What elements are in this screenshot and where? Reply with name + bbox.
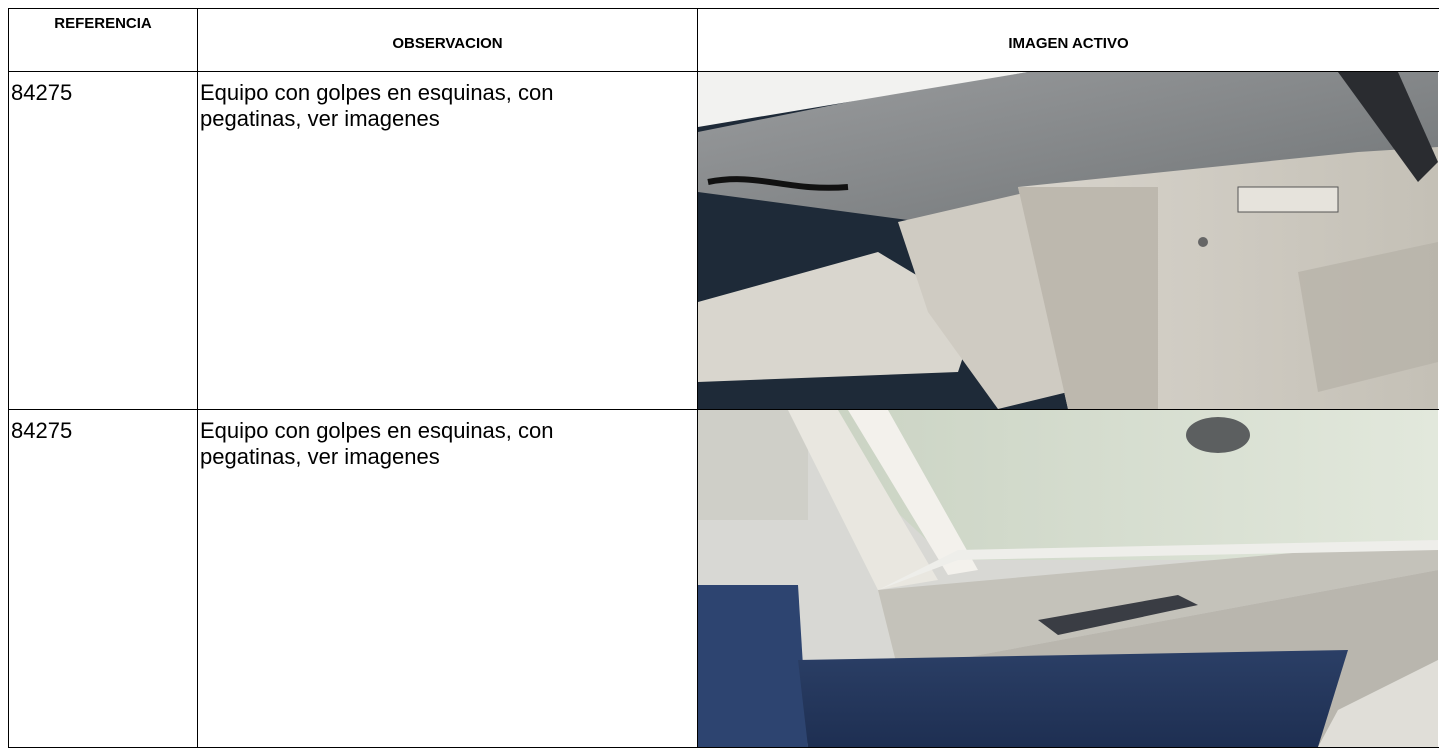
observation-text: Equipo con golpes en esquinas, con pegat… (200, 80, 650, 132)
header-cell: IMAGEN ACTIVO (698, 9, 1439, 72)
row: 84275 Equipo con golpes en esquinas, con… (9, 410, 1439, 748)
header-row: REFERENCIA OBSERVACION IMAGEN ACTIVO (9, 9, 1439, 72)
asset-table: REFERENCIA OBSERVACION IMAGEN ACTIVO 842… (8, 8, 1439, 748)
observation-cell: Equipo con golpes en esquinas, con pegat… (198, 72, 698, 410)
observation-cell: Equipo con golpes en esquinas, con pegat… (198, 410, 698, 748)
asset-photo (698, 410, 1438, 747)
image-cell (698, 410, 1439, 748)
asset-photo (698, 72, 1438, 409)
reference-cell: 84275 (9, 72, 198, 410)
reference-cell: 84275 (9, 410, 198, 748)
image-cell (698, 72, 1439, 410)
header-cell: REFERENCIA (9, 9, 198, 72)
observation-text: Equipo con golpes en esquinas, con pegat… (200, 418, 650, 470)
header-cell: OBSERVACION (198, 9, 698, 72)
row: 84275 Equipo con golpes en esquinas, con… (9, 72, 1439, 410)
